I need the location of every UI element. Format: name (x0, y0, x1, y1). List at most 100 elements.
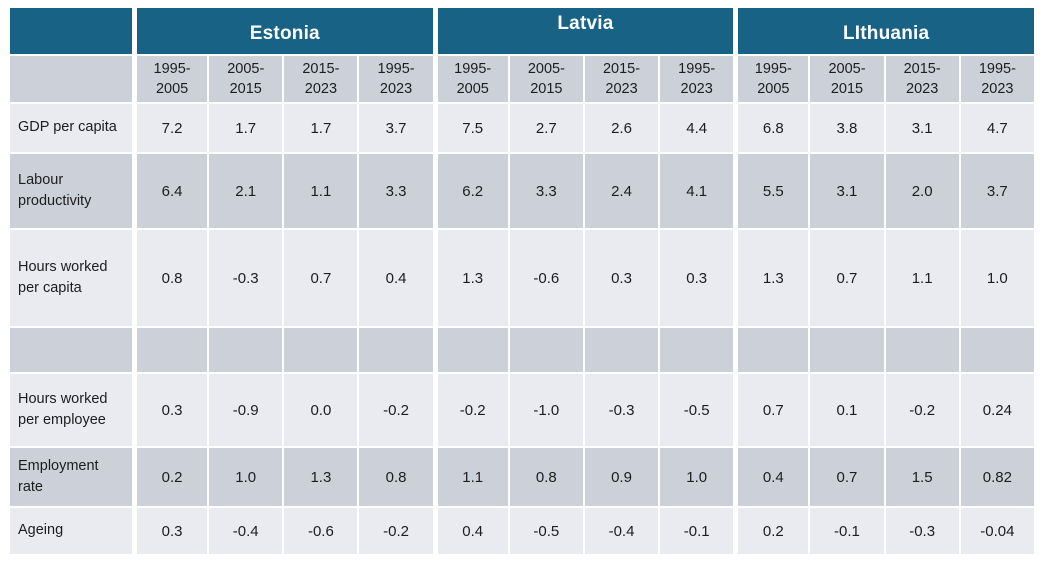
data-cell: 0.8 (509, 448, 583, 506)
data-cell: 0.82 (960, 448, 1034, 506)
data-cell: 1.0 (209, 448, 283, 506)
country-header-row: Estonia Latvia LIthuania (10, 8, 1034, 54)
data-cell (134, 328, 208, 372)
data-cell: -1.0 (509, 374, 583, 446)
data-cell: -0.04 (960, 508, 1034, 554)
data-cell: -0.3 (584, 374, 659, 446)
data-cell: 0.7 (810, 448, 884, 506)
data-cell: -0.2 (359, 374, 433, 446)
table-row-gdp-per-capita: GDP per capita 7.2 1.7 1.7 3.7 7.5 2.7 2… (10, 104, 1034, 152)
period-header: 2015- 2023 (584, 56, 659, 102)
table-row-ageing: Ageing 0.3 -0.4 -0.6 -0.2 0.4 -0.5 -0.4 … (10, 508, 1034, 554)
period-header: 2005- 2015 (209, 56, 283, 102)
data-cell: -0.1 (660, 508, 734, 554)
data-cell: 2.1 (209, 154, 283, 228)
data-cell: 3.1 (885, 104, 959, 152)
data-cell: 0.7 (284, 230, 358, 326)
data-cell (209, 328, 283, 372)
data-cell: 1.0 (660, 448, 734, 506)
corner-cell (10, 8, 132, 54)
data-cell: 1.7 (284, 104, 358, 152)
table-row-spacer (10, 328, 1034, 372)
data-cell: -0.6 (284, 508, 358, 554)
data-cell: -0.2 (885, 374, 959, 446)
data-cell: 6.4 (134, 154, 208, 228)
data-cell: 1.1 (284, 154, 358, 228)
data-cell (810, 328, 884, 372)
country-header-estonia: Estonia (134, 8, 433, 54)
data-cell: 1.1 (434, 448, 508, 506)
data-cell: 0.4 (434, 508, 508, 554)
period-header: 2015- 2023 (885, 56, 959, 102)
data-cell: 0.3 (134, 374, 208, 446)
data-cell: 0.4 (359, 230, 433, 326)
row-label: GDP per capita (10, 104, 132, 152)
data-cell: 0.24 (960, 374, 1034, 446)
data-cell: 0.7 (810, 230, 884, 326)
data-cell: 3.7 (359, 104, 433, 152)
data-cell: -0.6 (509, 230, 583, 326)
data-cell: -0.4 (584, 508, 659, 554)
data-cell (359, 328, 433, 372)
data-cell: -0.5 (509, 508, 583, 554)
data-cell: 7.2 (134, 104, 208, 152)
data-cell: 0.4 (735, 448, 809, 506)
data-cell: -0.9 (209, 374, 283, 446)
data-cell: 3.3 (509, 154, 583, 228)
data-cell: 0.8 (359, 448, 433, 506)
data-cell: 0.3 (134, 508, 208, 554)
data-cell (960, 328, 1034, 372)
data-cell: 0.7 (735, 374, 809, 446)
period-header: 1995- 2005 (134, 56, 208, 102)
data-cell (284, 328, 358, 372)
data-cell: 0.8 (134, 230, 208, 326)
data-cell: -0.5 (660, 374, 734, 446)
data-cell: 0.0 (284, 374, 358, 446)
data-cell: 1.0 (960, 230, 1034, 326)
data-cell: 0.3 (584, 230, 659, 326)
data-cell (509, 328, 583, 372)
data-cell (735, 328, 809, 372)
data-cell: -0.3 (885, 508, 959, 554)
data-cell: 2.4 (584, 154, 659, 228)
row-label: Labour productivity (10, 154, 132, 228)
data-cell: -0.3 (209, 230, 283, 326)
data-cell: 1.3 (284, 448, 358, 506)
row-label: Hours worked per employee (10, 374, 132, 446)
data-cell: 4.1 (660, 154, 734, 228)
data-cell: 6.2 (434, 154, 508, 228)
period-header: 2005- 2015 (810, 56, 884, 102)
row-label: Hours worked per capita (10, 230, 132, 326)
data-cell: 4.7 (960, 104, 1034, 152)
period-header: 2015- 2023 (284, 56, 358, 102)
data-cell: 7.5 (434, 104, 508, 152)
data-cell: 1.5 (885, 448, 959, 506)
row-label (10, 328, 132, 372)
data-cell: 2.7 (509, 104, 583, 152)
data-cell: 2.6 (584, 104, 659, 152)
data-cell: 1.3 (434, 230, 508, 326)
data-cell: 0.3 (660, 230, 734, 326)
data-cell: 0.9 (584, 448, 659, 506)
table-row-employment-rate: Employment rate 0.2 1.0 1.3 0.8 1.1 0.8 … (10, 448, 1034, 506)
data-cell: 1.3 (735, 230, 809, 326)
data-cell: -0.2 (359, 508, 433, 554)
data-cell (584, 328, 659, 372)
data-cell: 6.8 (735, 104, 809, 152)
table-row-hours-worked-per-employee: Hours worked per employee 0.3 -0.9 0.0 -… (10, 374, 1034, 446)
period-header: 1995- 2023 (359, 56, 433, 102)
data-cell: 0.1 (810, 374, 884, 446)
growth-decomposition-table: Estonia Latvia LIthuania 1995- 2005 2005… (8, 6, 1036, 556)
data-cell (660, 328, 734, 372)
table-row-hours-worked-per-capita: Hours worked per capita 0.8 -0.3 0.7 0.4… (10, 230, 1034, 326)
data-cell: 2.0 (885, 154, 959, 228)
row-label: Ageing (10, 508, 132, 554)
period-header: 1995- 2005 (735, 56, 809, 102)
data-cell: -0.1 (810, 508, 884, 554)
data-cell: 3.8 (810, 104, 884, 152)
country-header-latvia: Latvia (434, 8, 734, 54)
data-cell (434, 328, 508, 372)
data-cell: 1.7 (209, 104, 283, 152)
data-cell: 0.2 (134, 448, 208, 506)
period-header-blank (10, 56, 132, 102)
